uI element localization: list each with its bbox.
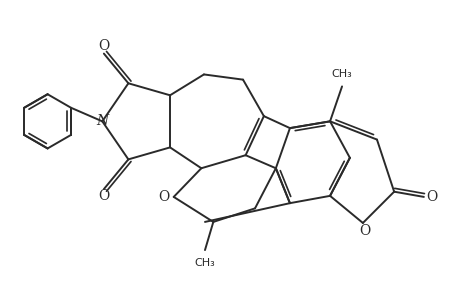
Text: N: N	[96, 114, 108, 128]
Text: O: O	[358, 224, 369, 238]
Text: CH₃: CH₃	[194, 258, 215, 268]
Text: O: O	[98, 39, 109, 53]
Text: O: O	[425, 190, 437, 204]
Text: O: O	[98, 189, 109, 203]
Text: CH₃: CH₃	[331, 69, 352, 79]
Text: O: O	[158, 190, 169, 204]
